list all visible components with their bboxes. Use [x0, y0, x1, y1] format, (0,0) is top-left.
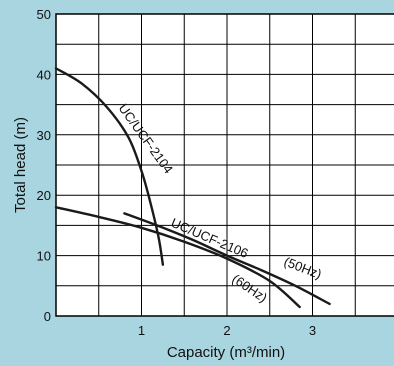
x-tick-label: 2	[223, 323, 230, 338]
y-axis-title: Total head (m)	[12, 117, 29, 213]
y-tick-label: 10	[37, 249, 51, 264]
x-tick-label: 3	[309, 323, 316, 338]
pump-curves	[54, 67, 331, 309]
curve-uc-ucf-2104	[54, 67, 165, 266]
y-tick-label: 30	[37, 128, 51, 143]
y-axis-ticks: 0 10 20 30 40 50	[37, 7, 51, 324]
y-tick-label: 0	[44, 309, 51, 324]
x-axis-title: Capacity (m³/min)	[167, 344, 285, 361]
y-tick-label: 20	[37, 188, 51, 203]
curve-uc-ucf-2106-60hz	[54, 206, 301, 309]
curve-uc-ucf-2106-50hz	[123, 212, 331, 306]
y-tick-label: 40	[37, 67, 51, 82]
x-tick-label: 1	[138, 323, 145, 338]
x-axis-ticks: 1234	[138, 323, 316, 338]
y-tick-label: 50	[37, 7, 51, 22]
